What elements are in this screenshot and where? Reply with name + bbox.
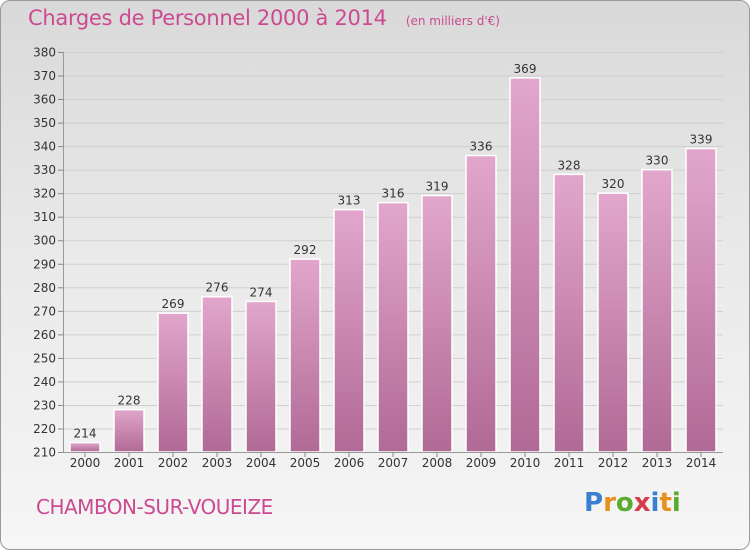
chart-header: Charges de Personnel 2000 à 2014 (en mil… <box>28 6 500 30</box>
x-tick-label: 2012 <box>598 456 629 470</box>
bars <box>69 77 717 453</box>
y-tick-label: 320 <box>33 187 56 201</box>
y-tick-label: 350 <box>33 116 56 130</box>
chart-title: Charges de Personnel 2000 à 2014 <box>28 6 387 30</box>
bar-2001 <box>113 408 145 453</box>
bar-2000 <box>69 441 101 453</box>
bar-2012 <box>597 192 629 453</box>
x-tick-label: 2003 <box>202 456 233 470</box>
data-label: 292 <box>294 243 317 257</box>
data-label: 316 <box>382 187 405 201</box>
logo-letter: o <box>615 488 634 518</box>
bar-2013 <box>641 168 673 453</box>
y-tick-label: 270 <box>33 304 56 318</box>
logo-letter: i <box>650 488 660 518</box>
x-tick-label: 2014 <box>686 456 717 470</box>
y-tick-label: 230 <box>33 398 56 412</box>
logo-letter: r <box>603 488 616 518</box>
data-label: 320 <box>602 177 625 191</box>
bar-2009 <box>465 154 497 453</box>
y-tick-label: 380 <box>33 46 56 60</box>
bar-2007 <box>377 201 409 453</box>
data-label: 228 <box>118 394 141 408</box>
y-tick-label: 360 <box>33 93 56 107</box>
y-tick-label: 290 <box>33 257 56 271</box>
y-tick-label: 330 <box>33 163 56 177</box>
bar-2004 <box>245 300 277 453</box>
x-tick-label: 2007 <box>378 456 409 470</box>
logo-letter: P <box>584 488 604 518</box>
logo-letter: i <box>671 488 681 518</box>
x-tick-label: 2013 <box>642 456 673 470</box>
data-label: 269 <box>162 297 185 311</box>
logo-letter: x <box>633 488 651 518</box>
y-tick-label: 240 <box>33 375 56 389</box>
bar-2006 <box>333 208 365 453</box>
y-tick-label: 300 <box>33 234 56 248</box>
x-tick-label: 2011 <box>554 456 585 470</box>
logo-letter: t <box>659 488 672 518</box>
bar-2005 <box>289 258 321 453</box>
x-tick-label: 2008 <box>422 456 453 470</box>
data-label: 313 <box>338 194 361 208</box>
x-tick-label: 2005 <box>290 456 321 470</box>
bar-2011 <box>553 173 585 453</box>
y-tick-label: 280 <box>33 281 56 295</box>
data-label: 336 <box>470 140 493 154</box>
y-tick-label: 210 <box>33 446 56 460</box>
chart-unit-note: (en milliers d'€) <box>405 14 500 28</box>
bar-2002 <box>157 312 189 453</box>
x-tick-label: 2000 <box>70 456 101 470</box>
bar-2003 <box>201 295 233 453</box>
data-label: 328 <box>558 158 581 172</box>
y-tick-label: 310 <box>33 210 56 224</box>
bar-2014 <box>685 147 717 453</box>
x-tick-label: 2002 <box>158 456 189 470</box>
x-tick-label: 2009 <box>466 456 497 470</box>
x-axis-ticks: 2000 2001 2002 2003 2004 2005 2006 2007 2008 2009… <box>70 452 717 470</box>
y-tick-label: 250 <box>33 351 56 365</box>
data-label: 330 <box>646 154 669 168</box>
data-labels: 214 228 269 276 274 292 313 316 319 336 369 328 320 3… <box>74 62 713 441</box>
y-tick-label: 370 <box>33 69 56 83</box>
y-tick-label: 340 <box>33 140 56 154</box>
bar-2008 <box>421 194 453 453</box>
y-tick-label: 260 <box>33 328 56 342</box>
data-label: 369 <box>514 62 537 76</box>
x-tick-label: 2001 <box>114 456 145 470</box>
commune-name: CHAMBON-SUR-VOUEIZE <box>36 495 273 519</box>
data-label: 274 <box>250 285 273 299</box>
data-label: 276 <box>206 281 229 295</box>
y-tick-label: 220 <box>33 422 56 436</box>
data-label: 319 <box>426 180 449 194</box>
bar-2010 <box>509 77 541 453</box>
proxiti-logo: Proxiti <box>584 488 681 518</box>
x-tick-label: 2006 <box>334 456 365 470</box>
data-label: 214 <box>74 427 97 441</box>
data-label: 339 <box>690 132 713 146</box>
x-tick-label: 2004 <box>246 456 277 470</box>
x-tick-label: 2010 <box>510 456 541 470</box>
